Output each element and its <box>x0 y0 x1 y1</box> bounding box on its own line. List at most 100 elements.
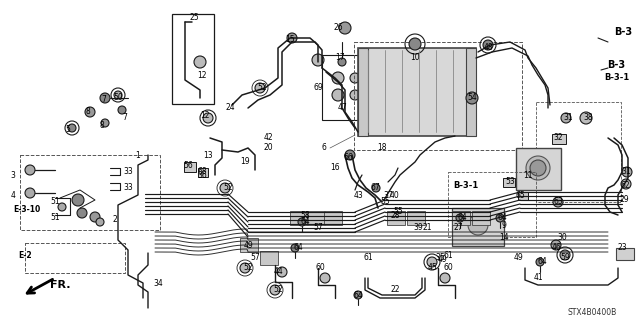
Text: 34: 34 <box>153 278 163 287</box>
Circle shape <box>194 56 206 68</box>
Bar <box>20 155 160 230</box>
Text: 59: 59 <box>560 254 570 263</box>
Circle shape <box>68 124 76 132</box>
Text: 2: 2 <box>113 216 117 225</box>
Circle shape <box>220 183 230 193</box>
Text: 52: 52 <box>243 263 253 272</box>
Text: 51: 51 <box>50 197 60 206</box>
Bar <box>407 211 425 225</box>
Text: 12: 12 <box>200 110 210 120</box>
Text: 20: 20 <box>263 144 273 152</box>
Text: 54: 54 <box>467 93 477 102</box>
Text: 11: 11 <box>524 170 532 180</box>
Bar <box>240 238 258 252</box>
Circle shape <box>466 92 478 104</box>
Text: 22: 22 <box>390 286 400 294</box>
Text: 56: 56 <box>183 160 193 169</box>
Text: 23: 23 <box>617 243 627 253</box>
Bar <box>172 14 214 104</box>
Bar <box>518 192 528 200</box>
Circle shape <box>291 244 299 252</box>
Text: 36: 36 <box>197 170 207 180</box>
Circle shape <box>345 150 355 160</box>
Text: 16: 16 <box>330 164 340 173</box>
Bar <box>536 102 621 202</box>
Text: 52: 52 <box>273 286 283 294</box>
Text: 27: 27 <box>453 224 463 233</box>
Bar <box>242 240 254 250</box>
Text: 63: 63 <box>553 197 563 206</box>
Text: B-3-1: B-3-1 <box>453 181 478 189</box>
Text: 48: 48 <box>483 43 493 53</box>
Circle shape <box>332 89 344 101</box>
Text: 39: 39 <box>413 224 423 233</box>
Text: 24: 24 <box>225 103 235 113</box>
Bar <box>452 208 504 246</box>
Text: 42: 42 <box>263 133 273 143</box>
Text: 13: 13 <box>203 151 213 160</box>
Text: 47: 47 <box>337 103 347 113</box>
Bar <box>387 211 405 225</box>
Circle shape <box>440 273 450 283</box>
Text: 49: 49 <box>243 241 253 249</box>
Bar <box>25 243 125 273</box>
Circle shape <box>536 258 544 266</box>
Bar <box>448 172 536 237</box>
Text: E-3-10: E-3-10 <box>13 205 40 214</box>
Text: 49: 49 <box>437 256 447 264</box>
Circle shape <box>332 72 344 84</box>
Text: E-2: E-2 <box>18 250 31 259</box>
Circle shape <box>354 291 362 299</box>
Circle shape <box>621 179 631 189</box>
Circle shape <box>320 273 330 283</box>
Bar <box>552 134 566 144</box>
Circle shape <box>96 218 104 226</box>
Circle shape <box>560 250 570 260</box>
Text: 1: 1 <box>136 151 140 160</box>
Text: 21: 21 <box>422 224 432 233</box>
Text: 45: 45 <box>427 263 437 272</box>
Circle shape <box>114 91 122 99</box>
Text: 57: 57 <box>313 224 323 233</box>
Text: 68: 68 <box>197 167 207 176</box>
Bar <box>358 48 476 136</box>
Text: 60: 60 <box>315 263 325 272</box>
Circle shape <box>496 214 504 222</box>
Bar <box>354 42 522 150</box>
Circle shape <box>580 112 592 124</box>
Circle shape <box>456 214 464 222</box>
Text: 4: 4 <box>11 191 15 201</box>
Text: 30: 30 <box>557 234 567 242</box>
Bar <box>516 148 561 190</box>
Circle shape <box>100 93 110 103</box>
Text: 66: 66 <box>343 153 353 162</box>
Circle shape <box>90 212 100 222</box>
Circle shape <box>287 33 297 43</box>
Text: 31: 31 <box>621 167 631 176</box>
Bar <box>324 211 342 225</box>
Text: 55: 55 <box>380 197 390 206</box>
Circle shape <box>72 194 84 206</box>
Text: 15: 15 <box>285 35 295 44</box>
Text: 64: 64 <box>293 243 303 253</box>
Text: 17: 17 <box>335 54 345 63</box>
Text: 6: 6 <box>321 144 326 152</box>
Text: 51: 51 <box>50 213 60 222</box>
Circle shape <box>85 107 95 117</box>
Circle shape <box>622 167 632 177</box>
Circle shape <box>25 165 35 175</box>
Circle shape <box>203 113 213 123</box>
Text: 40: 40 <box>390 190 400 199</box>
Circle shape <box>350 73 360 83</box>
Circle shape <box>561 113 571 123</box>
Text: 52: 52 <box>223 183 233 192</box>
Bar <box>290 211 308 225</box>
Text: 10: 10 <box>410 54 420 63</box>
Text: 62: 62 <box>620 181 630 189</box>
Text: 58: 58 <box>300 211 310 219</box>
Text: 53: 53 <box>505 177 515 187</box>
Text: 64: 64 <box>353 291 363 300</box>
Text: 46: 46 <box>551 243 561 253</box>
Text: 28: 28 <box>390 211 400 219</box>
Bar <box>307 211 325 225</box>
